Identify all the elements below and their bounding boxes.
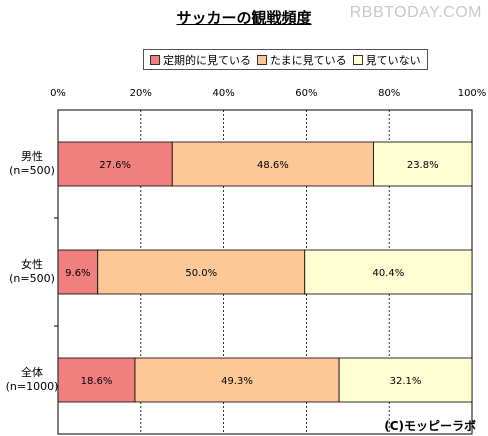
data-label: 23.8% — [407, 160, 439, 171]
x-tick-label: 80% — [378, 88, 400, 99]
category-n-label: (n=1000) — [6, 380, 59, 393]
bar-segment — [373, 141, 473, 187]
bar-segment — [134, 357, 340, 403]
bar-segment — [57, 141, 173, 187]
data-label: 48.6% — [257, 160, 289, 171]
category-label: 男性 — [21, 149, 43, 163]
bar-segment — [304, 249, 473, 295]
x-tick-label: 20% — [130, 88, 152, 99]
data-label: 49.3% — [221, 376, 253, 387]
bar-segment — [57, 249, 99, 295]
category-label: 全体 — [21, 365, 43, 379]
legend-item: たまに見ている — [257, 52, 347, 68]
x-tick-label: 100% — [458, 88, 487, 99]
x-tick-label: 40% — [212, 88, 234, 99]
data-label: 50.0% — [185, 268, 217, 279]
watermark: RBBTODAY.COM — [349, 4, 482, 21]
legend-label: 定期的に見ている — [163, 53, 251, 67]
category-n-label: (n=500) — [9, 272, 55, 285]
bar-segment — [338, 357, 473, 403]
legend-item: 見ていない — [352, 52, 421, 68]
data-label: 32.1% — [390, 376, 422, 387]
category-label: 女性 — [21, 257, 43, 271]
bar-segment — [171, 141, 374, 187]
legend-swatch — [352, 54, 363, 65]
data-label: 27.6% — [99, 160, 131, 171]
bar-segment — [97, 249, 306, 295]
legend-swatch — [257, 54, 267, 65]
legend-label: 見ていない — [365, 53, 421, 67]
legend-swatch — [150, 54, 160, 65]
legend-label: たまに見ている — [270, 53, 347, 67]
legend-item: 定期的に見ている — [150, 52, 251, 68]
category-n-label: (n=500) — [9, 164, 55, 177]
chart-title: サッカーの観戦頻度 — [176, 9, 312, 27]
legend: 定期的に見ている たまに見ている 見ていない — [143, 49, 428, 70]
data-label: 18.6% — [81, 376, 113, 387]
x-tick-label: 60% — [295, 88, 317, 99]
credit-text: (C)モッピーラボ — [384, 419, 476, 433]
x-tick-label: 0% — [50, 88, 66, 99]
data-label: 40.4% — [372, 268, 404, 279]
data-label: 9.6% — [65, 268, 90, 279]
